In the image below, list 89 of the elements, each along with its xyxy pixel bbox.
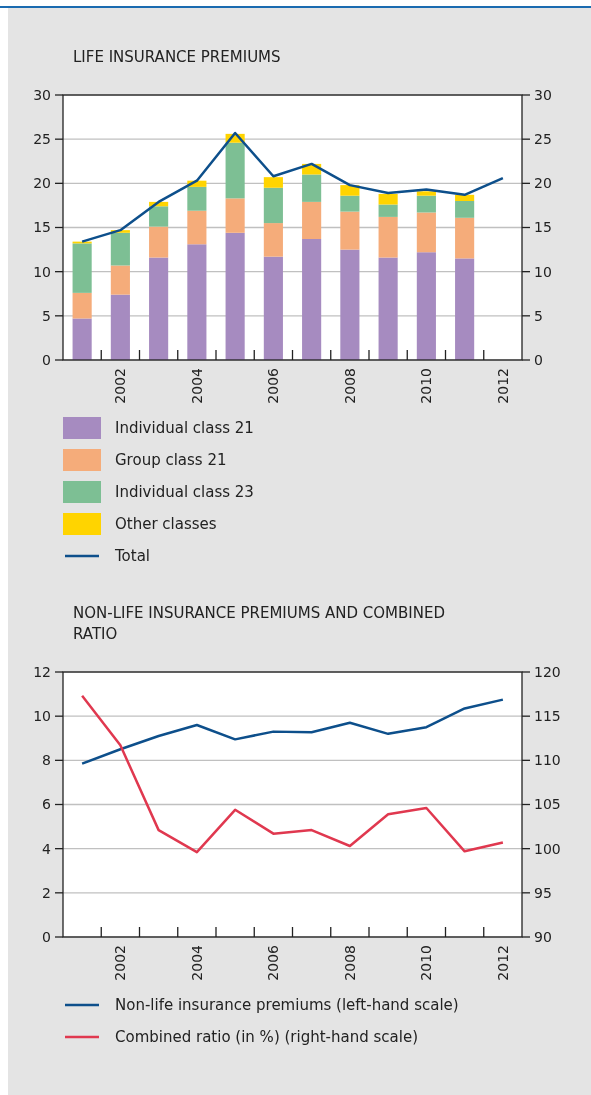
y-tick-label: 25 xyxy=(33,131,51,148)
x-tick-label: 2012 xyxy=(494,945,511,981)
bar xyxy=(263,177,283,188)
y-tick-label: 12 xyxy=(33,663,51,680)
y2-tick-label: 95 xyxy=(534,884,552,901)
legend-label: Group class 21 xyxy=(115,451,227,470)
bar xyxy=(378,257,398,360)
bar xyxy=(225,198,245,233)
bar xyxy=(72,292,92,319)
bar xyxy=(455,258,475,360)
y-tick-label: 2 xyxy=(42,884,51,901)
y-tick-label: 10 xyxy=(33,708,51,725)
bar xyxy=(149,257,169,360)
bar xyxy=(225,142,245,199)
x-tick-label: 2002 xyxy=(112,368,129,404)
y2-tick-label: 25 xyxy=(534,131,552,148)
x-tick-label: 2012 xyxy=(494,368,511,404)
y2-tick-label: 20 xyxy=(534,175,552,192)
y2-tick-label: 120 xyxy=(534,663,561,680)
legend-label: Total xyxy=(114,547,151,566)
legend-label: Non-life insurance premiums (left-hand scale) xyxy=(115,996,459,1015)
bar xyxy=(187,210,207,245)
bar xyxy=(149,206,169,227)
y-tick-label: 6 xyxy=(42,796,52,813)
y-tick-label: 30 xyxy=(33,86,51,103)
bar xyxy=(302,201,322,239)
y2-tick-label: 10 xyxy=(534,263,552,280)
bar xyxy=(416,252,436,360)
bar xyxy=(110,265,130,295)
y-tick-label: 5 xyxy=(42,307,51,324)
bar xyxy=(455,194,475,201)
y2-tick-label: 5 xyxy=(534,307,543,324)
bar xyxy=(263,223,283,257)
x-tick-label: 2008 xyxy=(341,945,358,981)
y2-tick-label: 115 xyxy=(534,708,561,725)
bar xyxy=(302,238,322,360)
y-tick-label: 15 xyxy=(33,219,51,236)
line-series xyxy=(80,698,505,765)
bar xyxy=(455,217,475,259)
y-tick-label: 4 xyxy=(42,840,52,857)
bar xyxy=(378,193,398,205)
line-series xyxy=(80,694,505,854)
line-series xyxy=(80,131,505,243)
bar xyxy=(378,204,398,217)
bar xyxy=(110,294,130,360)
y2-tick-label: 0 xyxy=(534,351,543,368)
bar xyxy=(340,249,360,360)
x-tick-label: 2006 xyxy=(265,367,282,404)
bar xyxy=(263,256,283,360)
y2-tick-label: 110 xyxy=(534,752,561,769)
y2-tick-label: 105 xyxy=(534,796,561,813)
x-tick-label: 2002 xyxy=(112,945,129,981)
chart-title: NON-LIFE INSURANCE PREMIUMS AND COMBINED RATIO xyxy=(73,604,445,643)
bar xyxy=(416,195,436,213)
bar xyxy=(340,195,360,212)
y-tick-label: 10 xyxy=(33,263,51,280)
bar xyxy=(187,186,207,211)
legend-label: Other classes xyxy=(115,515,217,534)
legend-label: Individual class 23 xyxy=(115,483,254,502)
bar xyxy=(302,174,322,202)
bar xyxy=(225,232,245,360)
y2-tick-label: 100 xyxy=(534,840,561,857)
bar xyxy=(455,201,475,218)
y-tick-label: 8 xyxy=(42,752,51,769)
y2-tick-label: 15 xyxy=(534,219,552,236)
bar xyxy=(72,243,92,293)
bar xyxy=(110,232,130,266)
legend-label: Individual class 21 xyxy=(115,419,254,438)
y-tick-label: 0 xyxy=(42,928,51,945)
bar xyxy=(340,211,360,250)
y2-tick-label: 30 xyxy=(534,86,552,103)
bar xyxy=(378,216,398,258)
bar xyxy=(416,191,436,196)
legend-label: Combined ratio (in %) (right-hand scale) xyxy=(115,1028,419,1047)
bar xyxy=(263,187,283,224)
chart-title: LIFE INSURANCE PREMIUMS xyxy=(73,48,281,66)
x-tick-label: 2004 xyxy=(188,367,205,404)
x-tick-label: 2010 xyxy=(418,368,435,404)
x-tick-label: 2006 xyxy=(265,944,282,981)
x-tick-label: 2004 xyxy=(188,944,205,981)
y2-tick-label: 90 xyxy=(534,928,552,945)
bar xyxy=(72,318,92,360)
y-tick-label: 20 xyxy=(33,175,51,192)
x-tick-label: 2008 xyxy=(341,368,358,404)
bar xyxy=(416,212,436,253)
bar xyxy=(187,244,207,360)
x-tick-label: 2010 xyxy=(418,945,435,981)
y-tick-label: 0 xyxy=(42,351,51,368)
bar xyxy=(149,226,169,258)
